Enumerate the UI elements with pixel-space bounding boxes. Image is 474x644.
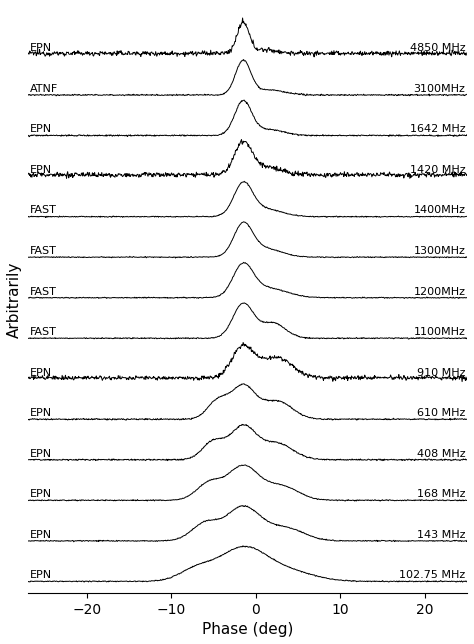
Text: 1400MHz: 1400MHz [413,205,465,216]
Text: EPN: EPN [30,408,52,418]
Text: EPN: EPN [30,530,52,540]
Text: 4850 MHz: 4850 MHz [410,43,465,53]
Text: FAST: FAST [30,287,57,296]
Text: FAST: FAST [30,327,57,337]
Text: EPN: EPN [30,368,52,377]
Text: 1642 MHz: 1642 MHz [410,124,465,135]
Text: FAST: FAST [30,205,57,216]
Text: EPN: EPN [30,489,52,499]
Text: EPN: EPN [30,165,52,175]
Text: FAST: FAST [30,246,57,256]
Text: 1300MHz: 1300MHz [413,246,465,256]
Text: 168 MHz: 168 MHz [417,489,465,499]
Text: ATNF: ATNF [30,84,58,94]
Text: EPN: EPN [30,570,52,580]
Text: EPN: EPN [30,449,52,459]
Y-axis label: Arbitrarily: Arbitrarily [7,261,22,338]
Text: 102.75 MHz: 102.75 MHz [399,570,465,580]
Text: 1200MHz: 1200MHz [413,287,465,296]
Text: 143 MHz: 143 MHz [417,530,465,540]
Text: 408 MHz: 408 MHz [417,449,465,459]
Text: 1420 MHz: 1420 MHz [410,165,465,175]
Text: 1100MHz: 1100MHz [413,327,465,337]
X-axis label: Phase (deg): Phase (deg) [201,622,293,637]
Text: 910 MHz: 910 MHz [417,368,465,377]
Text: 610 MHz: 610 MHz [417,408,465,418]
Text: EPN: EPN [30,124,52,135]
Text: 3100MHz: 3100MHz [413,84,465,94]
Text: EPN: EPN [30,43,52,53]
